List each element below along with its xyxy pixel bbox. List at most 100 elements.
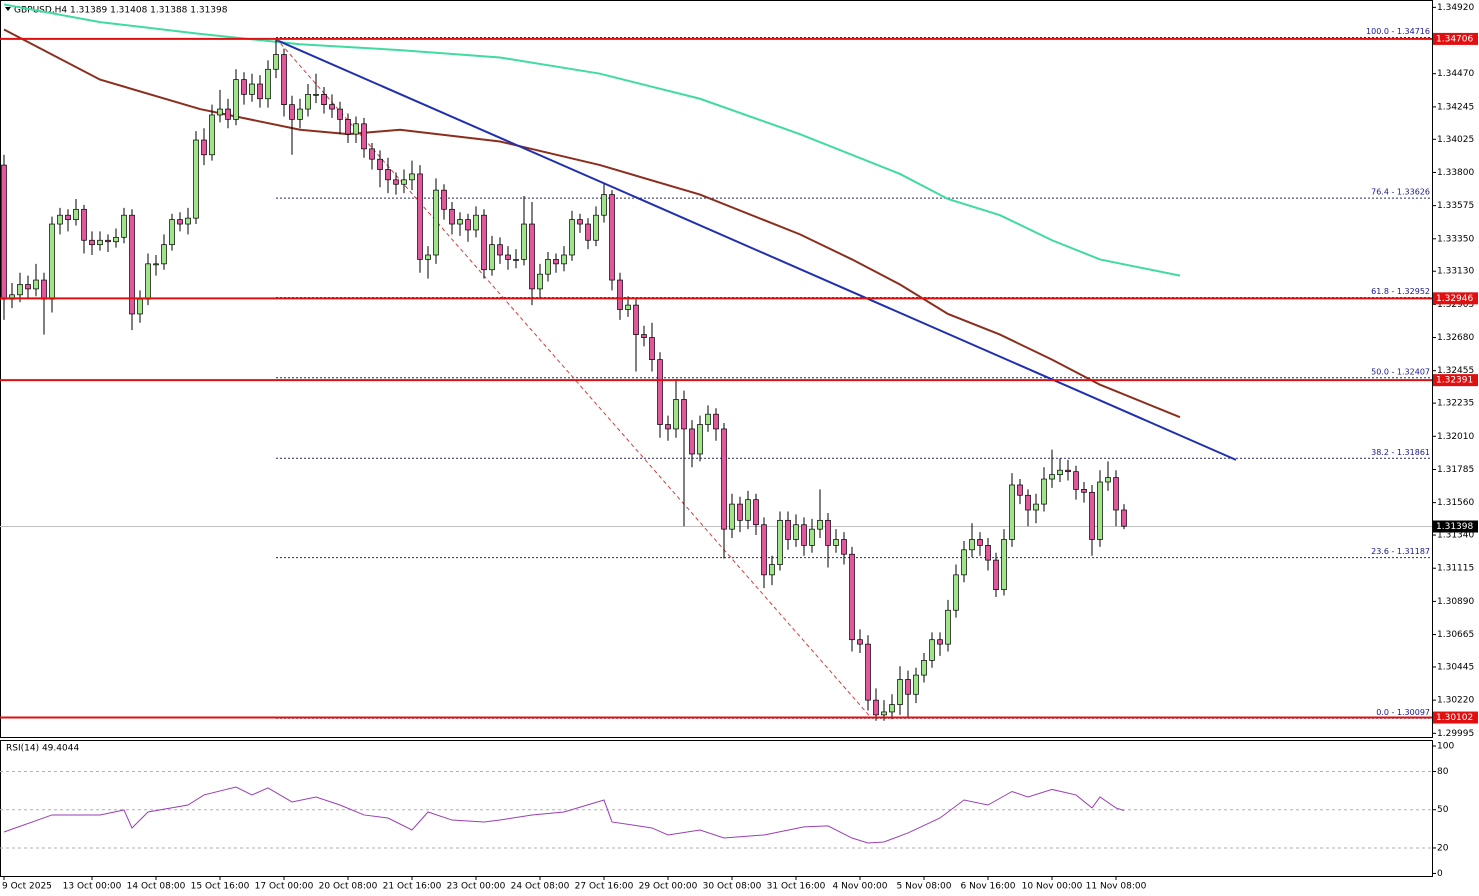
candle-body (913, 674, 919, 695)
candle-body (601, 194, 607, 216)
candle-body (105, 239, 111, 243)
candle-body (1105, 477, 1111, 483)
candle-body (465, 219, 471, 231)
candle-body (985, 545, 991, 561)
candle-body (809, 528, 815, 546)
x-tick-label: 9 Oct 2025 (2, 882, 52, 892)
candle-body (1049, 474, 1055, 480)
rsi-line (3, 786, 1125, 844)
y-tick-label: 1.34920 (1437, 3, 1474, 13)
y-tick-label: 1.31785 (1437, 465, 1474, 475)
candle-body (561, 254, 567, 265)
x-tick-label: 20 Oct 08:00 (319, 882, 378, 892)
candle-body (945, 609, 951, 645)
y-tick-label: 1.30220 (1437, 696, 1474, 706)
candle-body (185, 217, 191, 225)
candle-body (657, 359, 663, 425)
candle-body (881, 711, 887, 716)
candle-body (209, 114, 215, 156)
candle-body (361, 123, 367, 150)
candle-body (617, 279, 623, 310)
candle-body (385, 169, 391, 181)
candle-body (457, 219, 463, 225)
y-tick-label: 1.32680 (1437, 333, 1474, 343)
candle-body (377, 158, 383, 170)
candle-body (97, 239, 103, 246)
y-tick-label: 1.30445 (1437, 662, 1474, 672)
candle-body (121, 214, 127, 238)
candle-body (737, 503, 743, 521)
candle-body (73, 208, 79, 220)
candle-body (305, 93, 311, 110)
level-box (1433, 32, 1478, 45)
candle-body (81, 208, 87, 241)
candle-body (417, 173, 423, 260)
candle-body (137, 298, 143, 315)
candle-body (609, 194, 615, 281)
candle-body (145, 263, 151, 300)
candle-body (41, 279, 47, 300)
candle-body (753, 499, 759, 526)
main-pane (0, 0, 1433, 738)
candle-body (441, 189, 447, 210)
candle-body (937, 639, 943, 645)
candle-body (953, 574, 959, 611)
candle-body (265, 68, 271, 100)
y-tick-label: 1.33575 (1437, 201, 1474, 211)
candle-body (57, 214, 63, 225)
level-label: 1.34706 (1436, 34, 1473, 44)
candle-body (1081, 489, 1087, 493)
candle-body (65, 214, 71, 220)
x-tick-label: 15 Oct 16:00 (191, 882, 250, 892)
candle-body (689, 428, 695, 455)
fib-label: 23.6 - 1.31187 (1371, 547, 1430, 556)
x-tick-label: 29 Oct 00:00 (639, 882, 698, 892)
candle-body (89, 239, 95, 246)
candle-body (337, 108, 343, 120)
y-tick-label: 100 (1437, 741, 1454, 751)
x-tick-label: 11 Nov 08:00 (1086, 882, 1147, 892)
y-tick-label: 1.31560 (1437, 498, 1474, 508)
y-tick-label: 1.34245 (1437, 102, 1474, 112)
candle-body (889, 704, 895, 713)
y-tick-label: 1.32235 (1437, 399, 1474, 409)
y-tick-label: 1.32905 (1437, 300, 1474, 310)
candle-body (1017, 484, 1023, 496)
x-tick-label: 10 Nov 00:00 (1022, 882, 1083, 892)
candle-body (1009, 484, 1015, 540)
candle-body (865, 643, 871, 701)
level-box (1433, 374, 1478, 387)
candle-body (153, 263, 159, 266)
candle-body (553, 259, 559, 265)
candle-body (1001, 539, 1007, 590)
candle-body (481, 214, 487, 271)
candle-body (25, 284, 31, 290)
candle-body (817, 519, 823, 530)
candle-body (769, 564, 775, 576)
candle-body (905, 679, 911, 695)
candle-body (489, 244, 495, 271)
last-price-label: 1.31398 (1436, 522, 1473, 532)
candle-body (993, 559, 999, 590)
candle-body (1033, 503, 1039, 511)
candle-body (1041, 478, 1047, 505)
fib-label: 61.8 - 1.32952 (1371, 287, 1430, 296)
y-tick-label: 20 (1437, 843, 1449, 853)
candle-body (401, 179, 407, 185)
candle-body (169, 219, 175, 246)
y-tick-label: 1.33350 (1437, 234, 1474, 244)
candle-body (345, 119, 351, 135)
candle-body (1025, 494, 1031, 511)
level-box (1433, 292, 1478, 305)
level-label: 1.32391 (1436, 376, 1473, 386)
overlay-line (3, 3, 1181, 277)
x-tick-label: 23 Oct 00:00 (447, 882, 506, 892)
candle-body (505, 254, 511, 260)
x-tick-label: 5 Nov 08:00 (897, 882, 952, 892)
y-tick-label: 1.29995 (1437, 729, 1474, 739)
candle-body (297, 108, 303, 120)
candle-body (161, 244, 167, 265)
candle-body (1065, 469, 1071, 473)
candle-body (249, 83, 255, 95)
